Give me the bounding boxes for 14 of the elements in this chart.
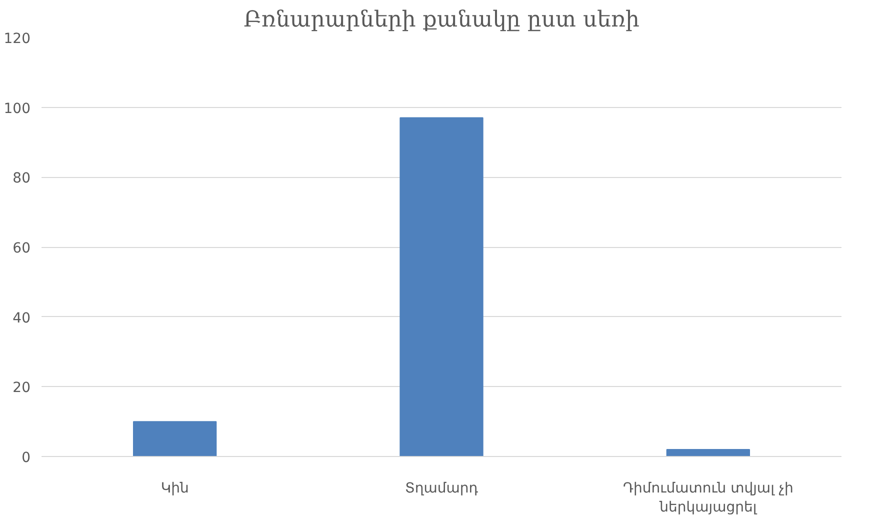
y-tick-label: 120: [4, 31, 31, 47]
y-tick-label: 20: [12, 380, 31, 396]
x-tick-label: Դիմումատուն տվյալ չի ներկայացրել: [622, 480, 794, 516]
x-tick-label: Տղամարդ: [404, 480, 479, 496]
bar: [133, 421, 217, 456]
y-tick-label: 60: [12, 240, 31, 256]
y-tick-label: 80: [12, 170, 31, 187]
y-tick-label: 100: [4, 100, 31, 117]
x-tick-label: Կին: [160, 480, 189, 496]
y-tick-label: 0: [22, 450, 31, 466]
bar: [400, 117, 484, 456]
chart-title: Բռնարարների քանակը ըստ սեռի: [244, 8, 640, 32]
bar: [666, 449, 750, 456]
y-tick-label: 40: [12, 310, 31, 326]
